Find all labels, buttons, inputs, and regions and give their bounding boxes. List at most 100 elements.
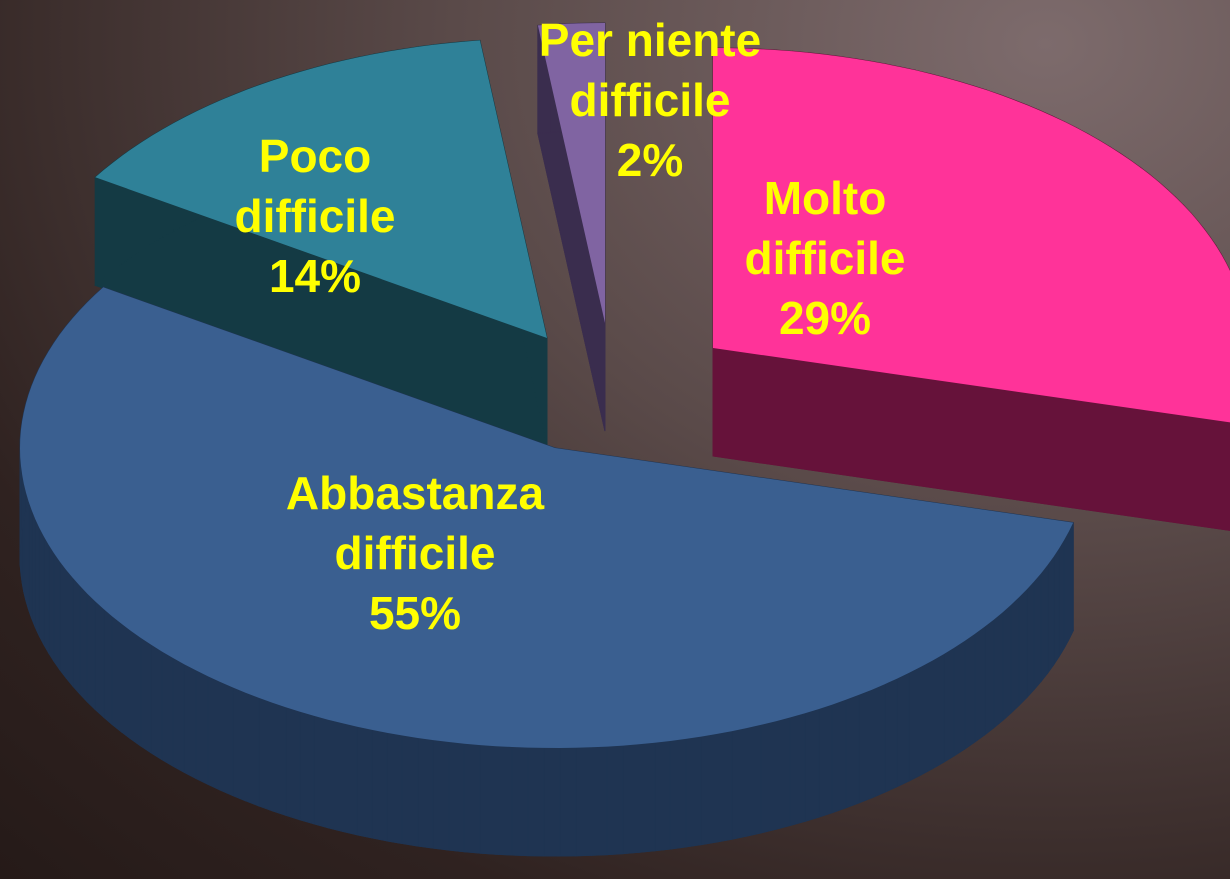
value-label: 55% [368,587,462,639]
slice-side [1033,571,1042,691]
slice-side [1018,587,1028,707]
slice-side [140,637,152,754]
value-label: 14% [268,250,362,302]
slice-side [896,672,910,788]
slice-side [559,747,577,857]
slice-side [463,743,481,854]
slice-side [858,688,873,804]
slice-side [299,710,315,825]
slice-side [871,683,886,799]
slice-side [953,639,966,757]
slice-side [59,560,67,680]
slice-side [245,691,260,807]
slice-side [72,576,81,696]
slice-side [1026,579,1035,699]
slice-side [207,675,221,791]
slice-side [1058,538,1065,658]
slice-side [654,740,671,852]
slice-side [908,665,922,782]
slice-side [700,733,717,846]
slice-side [606,745,624,856]
slice-side [172,657,185,774]
slice-side [53,551,61,672]
slice-side [1068,522,1074,640]
slice-top [95,40,548,339]
slice-side [1002,603,1012,722]
slice-side [111,615,122,733]
slice-side [313,715,329,829]
slice-side [638,742,656,853]
slice-side [511,746,529,857]
slice-side [845,694,860,809]
slice-top [20,287,1074,748]
slice [94,39,548,447]
slice-side [386,732,403,845]
slice-side [495,745,513,856]
slice-side [591,746,608,856]
slice-side [943,646,955,764]
slice-label: Abbastanza difficile [285,467,545,579]
slice-side [183,663,197,780]
slice-side [432,739,450,851]
slice-side [448,741,465,853]
slice-side [884,677,898,793]
slice [537,22,606,432]
slice-side [1040,563,1049,683]
slice-side [94,600,105,719]
slice-side [543,747,561,857]
slice-label: Per niente difficile [538,14,762,126]
slice-side [401,734,419,847]
slice-side [575,746,592,857]
slice-side [984,618,995,736]
slice-side [1010,595,1020,714]
slice-side [685,736,702,848]
slice-side [48,542,55,663]
slice-side [371,729,388,842]
slice-side [342,722,358,836]
slice-side [103,607,113,726]
slice-side [1053,546,1060,667]
slice-side [150,643,163,761]
slice-side [38,527,45,645]
slice-side [1063,530,1070,649]
slice-side [920,659,933,776]
slice-side [731,727,747,840]
slice-side [622,743,640,855]
slice-side [271,701,287,816]
slice-side [417,737,434,849]
slice-side [775,716,791,830]
slice-side [195,669,209,786]
slice-side [130,630,142,747]
value-label: 29% [778,292,872,344]
slice-side [932,653,945,770]
slice-side [974,625,986,743]
slice-side [94,168,105,287]
slice-side [31,510,36,628]
slice [19,286,1074,857]
slice-side [804,708,820,823]
slice-side [356,726,373,839]
slice-side [43,534,50,655]
slice-side [285,706,301,821]
slice-side [716,730,733,843]
slice-side [232,686,246,802]
slice-side [161,650,174,767]
slice-side [86,592,96,711]
slice-side [34,518,40,636]
slice [712,47,1230,531]
slice-side [219,681,234,797]
slice-top [713,48,1230,423]
slice-side [760,720,777,834]
slice-side [479,744,497,855]
slice-top [537,23,605,323]
slice-side [818,703,833,818]
slice-side [831,699,847,814]
value-label: 2% [616,134,684,186]
slice-side [964,632,976,750]
slice-side [79,584,88,703]
slice-side [669,738,687,850]
slice-label: Molto difficile [744,172,906,284]
slice-side [1047,555,1055,675]
